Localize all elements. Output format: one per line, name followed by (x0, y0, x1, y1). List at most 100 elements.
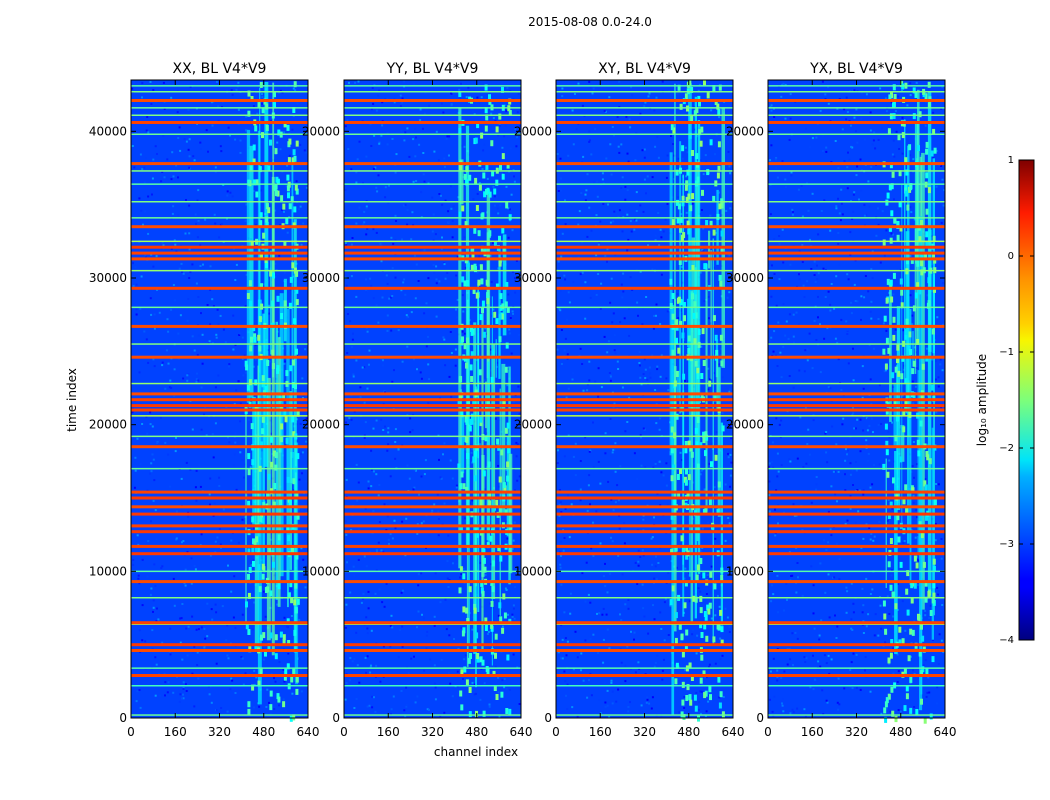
noise-pixel (180, 262, 183, 265)
noise-pixel (879, 87, 882, 90)
noise-pixel (365, 233, 368, 236)
noise-pixel (423, 617, 425, 620)
noise-pixel (640, 464, 643, 467)
noise-pixel (581, 104, 584, 107)
noise-pixel (827, 386, 830, 389)
rfi-pixel (247, 592, 251, 599)
noise-pixel (589, 86, 592, 89)
noise-pixel (194, 213, 197, 216)
noise-pixel (729, 453, 732, 456)
noise-pixel (897, 583, 899, 585)
rfi-pixel (267, 473, 271, 480)
rfi-pixel (681, 548, 685, 554)
noise-pixel (212, 514, 215, 517)
noise-pixel (885, 229, 888, 232)
noise-pixel (401, 360, 404, 363)
noise-pixel (394, 428, 397, 431)
noise-pixel (166, 158, 169, 161)
noise-pixel (678, 711, 681, 714)
rfi-pixel (252, 144, 256, 151)
noise-pixel (639, 376, 642, 379)
noise-pixel (561, 95, 564, 98)
noise-pixel (456, 670, 459, 673)
noise-pixel (866, 459, 869, 462)
noise-pixel (700, 345, 703, 348)
noise-pixel (197, 334, 200, 337)
noise-pixel (860, 117, 863, 120)
rfi-streak (502, 234, 507, 336)
rfi-pixel (890, 92, 893, 99)
noise-pixel (588, 450, 591, 453)
noise-pixel (611, 321, 614, 324)
noise-pixel (511, 615, 514, 618)
noise-pixel (345, 603, 348, 606)
noise-pixel (289, 603, 292, 606)
noise-pixel (391, 267, 394, 269)
rfi-pixel (716, 172, 720, 179)
noise-pixel (197, 220, 200, 223)
noise-pixel (516, 479, 519, 482)
noise-pixel (771, 441, 774, 444)
rfi-pixel (487, 231, 491, 238)
noise-pixel (167, 681, 170, 684)
noise-pixel (389, 296, 392, 299)
noise-pixel (855, 461, 857, 463)
noise-pixel (896, 268, 899, 271)
noise-pixel (375, 109, 378, 112)
noise-pixel (622, 272, 625, 275)
noise-pixel (370, 145, 373, 147)
noise-pixel (681, 459, 684, 461)
noise-pixel (138, 582, 141, 585)
rfi-pixel (283, 121, 287, 128)
noise-pixel (241, 613, 244, 616)
rfi-pixel (459, 690, 463, 697)
noise-pixel (442, 305, 444, 308)
noise-pixel (655, 303, 658, 306)
noise-pixel (370, 485, 373, 488)
noise-pixel (623, 542, 626, 545)
rfi-pixel (252, 560, 255, 567)
rfi-pixel (896, 344, 900, 351)
noise-pixel (929, 604, 932, 607)
noise-pixel (706, 574, 709, 577)
rfi-pixel (689, 205, 693, 212)
rfi-pixel (693, 110, 697, 117)
noise-pixel (925, 347, 928, 350)
noise-pixel (892, 615, 895, 618)
rfi-pixel (887, 513, 891, 519)
rfi-pixel (465, 436, 469, 443)
noise-pixel (623, 522, 626, 524)
noise-pixel (891, 233, 894, 236)
noise-pixel (922, 86, 925, 89)
noise-pixel (478, 381, 481, 384)
noise-pixel (479, 698, 482, 701)
noise-pixel (775, 304, 778, 307)
rfi-pixel (682, 373, 686, 380)
noise-pixel (642, 554, 645, 557)
flagged-row (556, 649, 733, 652)
rfi-pixel (684, 645, 688, 652)
noise-pixel (473, 683, 476, 686)
noise-pixel (724, 483, 727, 486)
noise-pixel (659, 417, 661, 420)
rfi-pixel (704, 690, 708, 697)
rfi-streak (708, 230, 711, 269)
noise-pixel (646, 696, 649, 699)
rfi-pixel (474, 137, 478, 144)
rfi-streak (465, 125, 470, 548)
noise-pixel (633, 452, 636, 455)
noise-pixel (771, 461, 773, 463)
noise-pixel (182, 272, 185, 275)
noise-pixel (708, 663, 711, 666)
noise-pixel (443, 442, 446, 445)
noise-pixel (149, 81, 152, 83)
rfi-pixel (702, 431, 706, 438)
noise-pixel (870, 166, 873, 169)
flagged-row (556, 467, 733, 470)
noise-pixel (495, 681, 498, 684)
noise-pixel (419, 108, 422, 111)
rfi-pixel (676, 217, 680, 224)
noise-pixel (511, 229, 514, 232)
noise-pixel (853, 116, 856, 119)
noise-pixel (792, 313, 795, 316)
